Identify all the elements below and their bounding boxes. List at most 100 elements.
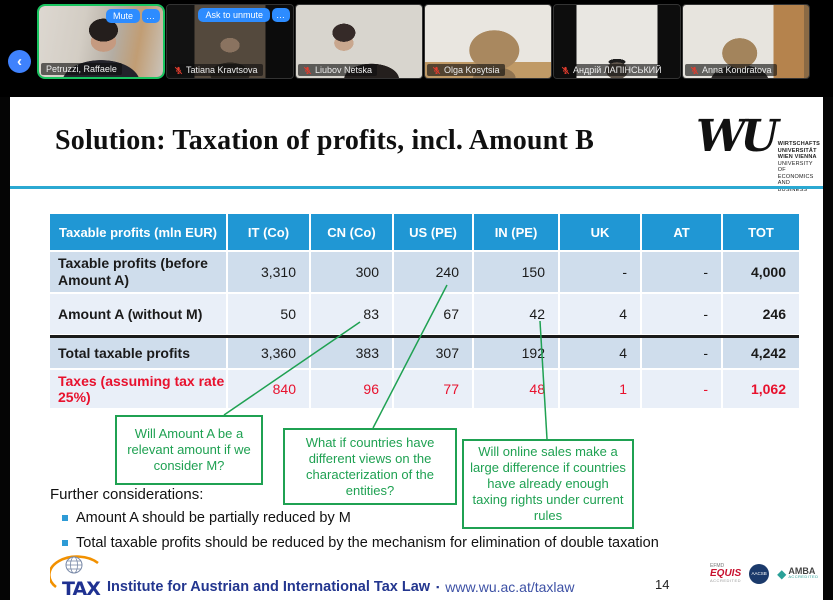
cell: 1: [560, 370, 640, 408]
ask-to-unmute-button[interactable]: Ask to unmute: [198, 8, 270, 22]
amba-diamond-icon: ◆: [777, 566, 787, 581]
cell: 240: [394, 252, 472, 292]
row-label: Total taxable profits: [50, 338, 226, 368]
video-tile-kravtsova[interactable]: Ask to unmute … Tatiana Kravtsova: [166, 4, 294, 79]
cell: 4: [560, 338, 640, 368]
wu-logo-text: WIRTSCHAFTS UNIVERSITÄT WIEN VIENNA UNIV…: [777, 141, 821, 193]
row-label: Amount A (without M): [50, 294, 226, 334]
header-cell: TOT: [723, 214, 799, 250]
participant-name: Liubov Netska: [315, 65, 373, 75]
shared-slide: Solution: Taxation of profits, incl. Amo…: [10, 97, 823, 600]
muted-mic-icon: [174, 66, 183, 74]
header-cell: AT: [642, 214, 721, 250]
participant-name-tag: Tatiana Kravtsova: [169, 64, 263, 76]
callout-characterization: What if countries have different views o…: [283, 428, 457, 505]
cell: 83: [311, 294, 392, 334]
header-cell: IT (Co): [228, 214, 309, 250]
cell: 192: [474, 338, 558, 368]
participant-name: Tatiana Kravtsova: [186, 65, 258, 75]
participants-strip: ‹ Mute … Petruzzi, Raffaele Ask to unmut…: [0, 0, 833, 97]
cell: 96: [311, 370, 392, 408]
separator-bullet: ▪: [436, 582, 440, 592]
participant-name-tag: Liubov Netska: [298, 64, 378, 76]
cell: 246: [723, 294, 799, 334]
participant-name-tag: Anna Kondratova: [685, 64, 777, 76]
bullet-square-icon: [62, 540, 68, 546]
row-label: Taxes (assuming tax rate 25%): [50, 370, 226, 408]
wu-logo-mark: WU: [696, 111, 779, 162]
slide-footer: TAX Institute for Austrian and Internati…: [10, 553, 823, 600]
accreditation-logos: EFMD EQUIS ACCREDITED AACSB ◆ AMBA ACCRE…: [710, 563, 818, 584]
row-label: Taxable profits (before Amount A): [50, 252, 226, 292]
page-number: 14: [655, 577, 670, 592]
cell: 840: [228, 370, 309, 408]
back-button[interactable]: ‹: [8, 50, 31, 73]
participant-name-tag: Petruzzi, Raffaele: [41, 63, 122, 75]
cell: -: [642, 252, 721, 292]
video-tile-petruzzi[interactable]: Mute … Petruzzi, Raffaele: [37, 4, 165, 79]
muted-mic-icon: [561, 66, 570, 74]
aacsb-logo: AACSB: [749, 563, 770, 584]
table-header-row: Taxable profits (mln EUR) IT (Co) CN (Co…: [50, 214, 799, 250]
table-row-taxes: Taxes (assuming tax rate 25%) 840 96 77 …: [50, 370, 799, 408]
muted-mic-icon: [690, 66, 699, 74]
consideration-bullet: Amount A should be partially reduced by …: [62, 510, 351, 527]
mute-button[interactable]: Mute: [105, 9, 140, 23]
muted-mic-icon: [303, 66, 312, 74]
header-cell: Taxable profits (mln EUR): [50, 214, 226, 250]
cell: -: [642, 338, 721, 368]
video-tile-lapinskyi[interactable]: Андрій ЛАПІНСЬКИЙ: [553, 4, 681, 79]
cell: 50: [228, 294, 309, 334]
cell: 150: [474, 252, 558, 292]
cell: 67: [394, 294, 472, 334]
video-tile-netska[interactable]: Liubov Netska: [295, 4, 423, 79]
cell: 383: [311, 338, 392, 368]
table-row-total: Total taxable profits 3,360 383 307 192 …: [50, 335, 799, 368]
table-row: Taxable profits (before Amount A) 3,310 …: [50, 252, 799, 292]
back-chevron-icon: ‹: [17, 53, 22, 70]
participant-name-tag: Андрій ЛАПІНСЬКИЙ: [556, 64, 667, 76]
callout-amount-a: Will Amount A be a relevant amount if we…: [115, 415, 263, 485]
amba-logo: ◆ AMBA ACCREDITED: [777, 565, 819, 581]
institute-url: www.wu.ac.at/taxlaw: [445, 579, 575, 595]
video-tile-kosytsia[interactable]: Olga Kosytsia: [424, 4, 552, 79]
participant-name: Anna Kondratova: [702, 65, 772, 75]
table-row: Amount A (without M) 50 83 67 42 4 - 246: [50, 294, 799, 334]
header-cell: UK: [560, 214, 640, 250]
profits-table: Taxable profits (mln EUR) IT (Co) CN (Co…: [50, 214, 799, 408]
tax-institute-logo: TAX: [50, 555, 102, 599]
considerations-heading: Further considerations:: [50, 486, 204, 503]
cell: -: [560, 252, 640, 292]
institute-name: Institute for Austrian and International…: [107, 579, 431, 595]
cell: 1,062: [723, 370, 799, 408]
cell: 4: [560, 294, 640, 334]
participant-name: Андрій ЛАПІНСЬКИЙ: [573, 65, 662, 75]
more-options-button[interactable]: …: [272, 8, 290, 22]
cell: 3,310: [228, 252, 309, 292]
title-divider-rule: [10, 186, 823, 189]
video-tile-kondratova[interactable]: Anna Kondratova: [682, 4, 810, 79]
more-options-button[interactable]: …: [142, 9, 160, 23]
cell: 3,360: [228, 338, 309, 368]
cell: -: [642, 294, 721, 334]
callout-online-sales: Will online sales make a large differenc…: [462, 439, 634, 529]
cell: 300: [311, 252, 392, 292]
participant-name: Olga Kosytsia: [444, 65, 500, 75]
cell: 48: [474, 370, 558, 408]
participant-name: Petruzzi, Raffaele: [46, 64, 117, 74]
wu-logo: WU WIRTSCHAFTS UNIVERSITÄT WIEN VIENNA U…: [696, 111, 820, 193]
bullet-square-icon: [62, 515, 68, 521]
header-cell: CN (Co): [311, 214, 392, 250]
equis-logo: EFMD EQUIS ACCREDITED: [710, 563, 742, 583]
muted-mic-icon: [432, 66, 441, 74]
cell: 77: [394, 370, 472, 408]
cell: -: [642, 370, 721, 408]
cell: 42: [474, 294, 558, 334]
header-cell: US (PE): [394, 214, 472, 250]
consideration-bullet: Total taxable profits should be reduced …: [62, 535, 659, 552]
cell: 307: [394, 338, 472, 368]
header-cell: IN (PE): [474, 214, 558, 250]
cell: 4,000: [723, 252, 799, 292]
participant-name-tag: Olga Kosytsia: [427, 64, 505, 76]
